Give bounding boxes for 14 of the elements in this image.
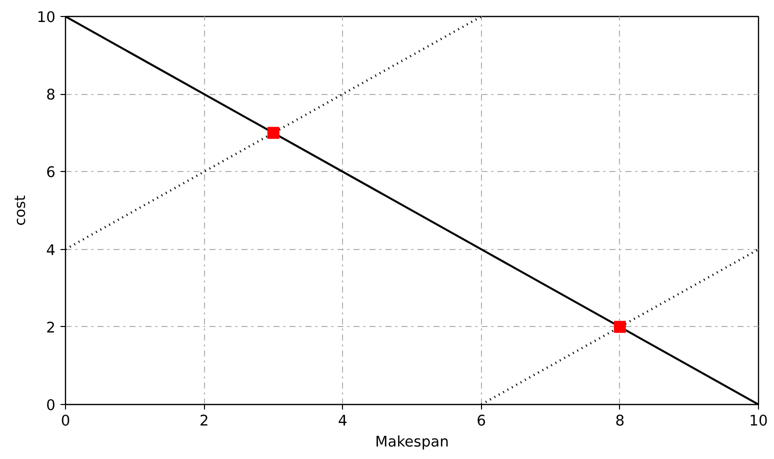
y-tick-label: 6 [46,164,56,182]
y-tick-label: 10 [36,9,56,26]
x-tick-label: 10 [749,412,768,430]
x-tick-label: 2 [199,412,209,430]
x-tick-label: 8 [615,412,625,430]
x-axis-title: Makespan [375,434,449,450]
y-tick-label: 4 [46,242,56,259]
y-tick-label: 2 [46,319,56,336]
y-axis-title: cost [12,195,29,226]
x-tick-label: 4 [338,412,348,430]
x-tick-label: 0 [60,412,70,430]
y-tick-label: 0 [46,397,56,414]
x-tick-label: 6 [476,412,486,430]
y-tick-label: 8 [46,86,56,104]
